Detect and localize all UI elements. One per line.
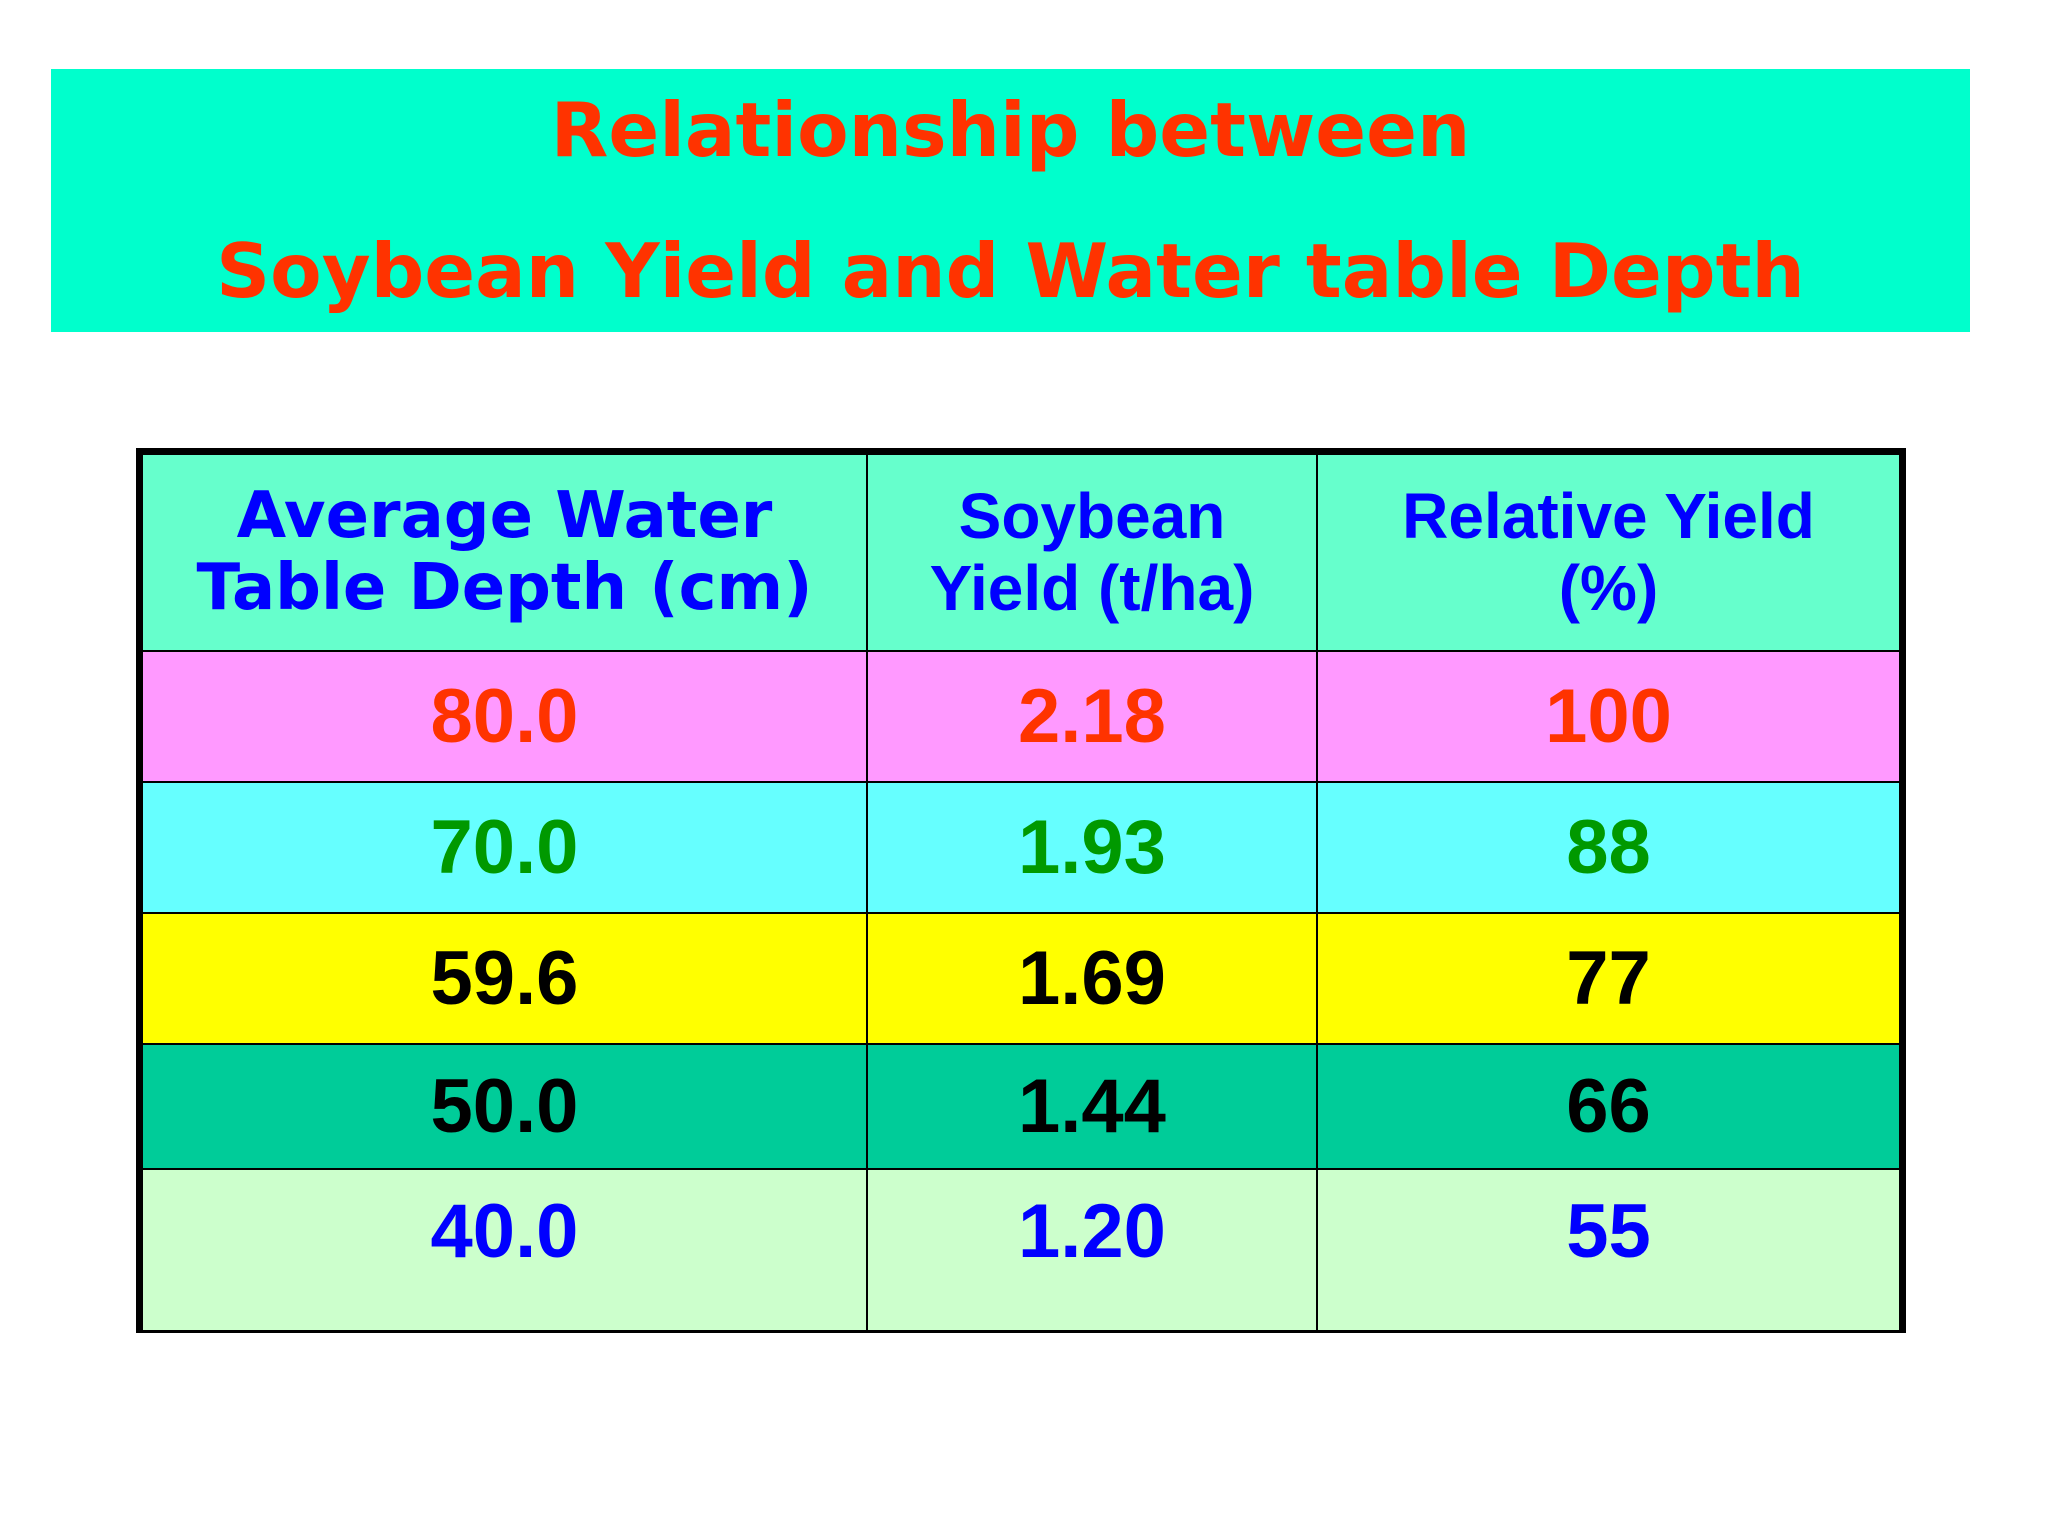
yield-cell: 1.69 — [866, 912, 1318, 1045]
title-line-1: Relationship between — [550, 85, 1471, 174]
depth-cell: 80.0 — [141, 650, 868, 783]
relative-yield-cell: 66 — [1316, 1043, 1901, 1170]
header-label-line: (%) — [1558, 551, 1659, 624]
relative-yield-cell: 88 — [1316, 781, 1901, 914]
header-label-line: Relative Yield — [1402, 479, 1815, 552]
relative-yield-cell: 77 — [1316, 912, 1901, 1045]
header-label-line: Table Depth (cm) — [196, 550, 813, 625]
header-row: Average Water Table Depth (cm) Soybean Y… — [141, 453, 1901, 652]
table-row: 50.0 1.44 66 — [141, 1043, 1901, 1170]
depth-cell: 70.0 — [141, 781, 868, 914]
relative-yield-cell: 100 — [1316, 650, 1901, 783]
data-table-frame: Average Water Table Depth (cm) Soybean Y… — [136, 448, 1906, 1333]
yield-cell: 1.93 — [866, 781, 1318, 914]
depth-cell: 40.0 — [141, 1168, 868, 1332]
header-soybean-yield: Soybean Yield (t/ha) — [866, 453, 1318, 652]
yield-cell: 2.18 — [866, 650, 1318, 783]
yield-table: Average Water Table Depth (cm) Soybean Y… — [141, 453, 1901, 1332]
title-banner: Relationship between Soybean Yield and W… — [51, 69, 1970, 332]
depth-cell: 50.0 — [141, 1043, 868, 1170]
title-line-2: Soybean Yield and Water table Depth — [216, 226, 1805, 315]
relative-yield-cell: 55 — [1316, 1168, 1901, 1332]
table-row: 59.6 1.69 77 — [141, 912, 1901, 1045]
header-label-line: Soybean — [958, 479, 1226, 552]
header-relative-yield: Relative Yield (%) — [1316, 453, 1901, 652]
table-row: 80.0 2.18 100 — [141, 650, 1901, 783]
depth-cell: 59.6 — [141, 912, 868, 1045]
header-water-table-depth: Average Water Table Depth (cm) — [141, 453, 868, 652]
header-label-line: Yield (t/ha) — [929, 551, 1255, 624]
yield-cell: 1.20 — [866, 1168, 1318, 1332]
table-row: 40.0 1.20 55 — [141, 1168, 1901, 1332]
yield-cell: 1.44 — [866, 1043, 1318, 1170]
header-label-line: Average Water — [236, 478, 773, 553]
table-row: 70.0 1.93 88 — [141, 781, 1901, 914]
